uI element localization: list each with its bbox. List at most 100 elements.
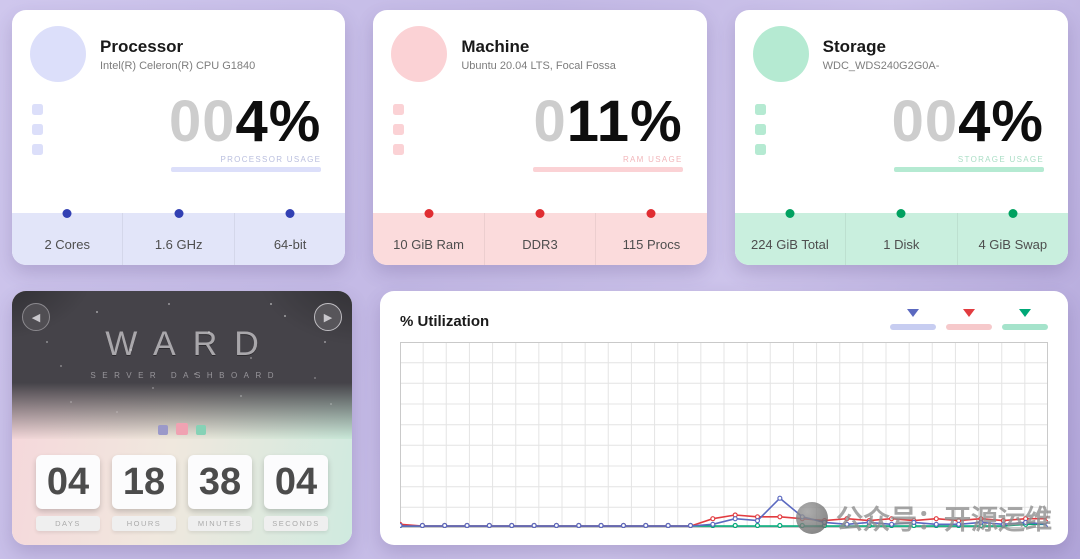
stat-dot <box>62 209 72 218</box>
usage-label: STORAGE USAGE <box>957 154 1044 164</box>
processor-card-header: Processor Intel(R) Celeron(R) CPU G1840 <box>12 10 345 86</box>
uptime-hours-label: HOURS <box>112 516 176 531</box>
footer-stat: DDR3 <box>483 209 595 265</box>
carousel-indicator[interactable] <box>196 425 206 435</box>
usage-percent: 004% <box>766 89 1044 154</box>
carousel-indicator[interactable] <box>158 425 168 435</box>
storage-usage: 004% STORAGE USAGE <box>766 88 1044 213</box>
legend-storage[interactable] <box>1002 307 1048 330</box>
banner-artwork: ◀ ▶ WARD SERVER DASHBOARD <box>12 291 352 439</box>
usage-label: RAM USAGE <box>622 154 683 164</box>
stat-label: 2 Cores <box>44 236 90 252</box>
decor-squares <box>754 104 766 213</box>
usage-leading-zeros: 0 <box>533 89 567 154</box>
usage-value: 4 <box>958 89 992 154</box>
ram-legend-bar <box>946 324 992 330</box>
stat-dot <box>896 209 906 218</box>
machine-icon <box>391 26 448 82</box>
utilization-card: % Utilization <box>380 291 1068 545</box>
carousel-next-button[interactable]: ▶ <box>314 303 342 331</box>
machine-usage: 011% RAM USAGE <box>404 88 683 213</box>
stat-cards-row: Processor Intel(R) Celeron(R) CPU G1840 … <box>12 10 1068 265</box>
uptime-days-label: DAYS <box>36 516 100 531</box>
right-arrow-icon: ▶ <box>323 311 333 324</box>
footer-stat: 2 Cores <box>12 209 122 265</box>
stat-label: 4 GiB Swap <box>978 236 1048 252</box>
stat-label: 64-bit <box>273 236 307 252</box>
card-subtitle: Ubuntu 20.04 LTS, Focal Fossa <box>461 59 616 72</box>
footer-stat: 64-bit <box>233 209 345 265</box>
carousel-indicator[interactable] <box>176 423 188 435</box>
machine-card-titles: Machine Ubuntu 20.04 LTS, Focal Fossa <box>461 37 616 72</box>
uptime-hours: 18 HOURS <box>112 455 176 531</box>
storage-triangle-icon <box>1019 309 1031 317</box>
legend-ram[interactable] <box>946 307 992 330</box>
uptime-counter: 04 DAYS 18 HOURS 38 MINUTES 04 SECONDS <box>12 439 352 545</box>
storage-legend-bar <box>1002 324 1048 330</box>
usage-percent: 004% <box>43 89 322 154</box>
footer-stat: 224 GiB Total <box>735 209 845 265</box>
usage-underline <box>894 166 1044 172</box>
stat-label: 10 GiB Ram <box>393 236 464 252</box>
machine-card: Machine Ubuntu 20.04 LTS, Focal Fossa 01… <box>373 10 707 265</box>
ward-logo-title: WARD <box>105 325 276 363</box>
processor-icon <box>30 26 86 82</box>
watermark: 公众号：开源运维 <box>796 498 1052 537</box>
footer-stat: 4 GiB Swap <box>956 209 1068 265</box>
machine-card-footer: 10 GiB Ram DDR3 115 Procs <box>373 209 707 265</box>
storage-card-footer: 224 GiB Total 1 Disk 4 GiB Swap <box>734 209 1068 265</box>
storage-card-titles: Storage WDC_WDS240G2G0A- <box>823 37 940 72</box>
legend-cpu[interactable] <box>890 307 936 330</box>
usage-value: 11 <box>566 89 631 154</box>
watermark-text: 公众号：开源运维 <box>836 505 1052 535</box>
usage-leading-zeros: 00 <box>891 89 959 154</box>
stat-dot <box>646 209 656 218</box>
footer-stat: 10 GiB Ram <box>373 209 483 265</box>
decor-squares <box>32 104 43 213</box>
ram-triangle-icon <box>963 309 975 317</box>
decor-squares <box>393 104 405 213</box>
storage-card-header: Storage WDC_WDS240G2G0A- <box>735 10 1068 86</box>
card-title: Machine <box>461 36 530 56</box>
usage-label: PROCESSOR USAGE <box>220 154 322 164</box>
card-title: Processor <box>100 36 184 56</box>
percent-sign: % <box>630 89 683 154</box>
storage-card-body: 004% STORAGE USAGE <box>735 86 1068 213</box>
stat-dot <box>1008 209 1018 218</box>
ward-logo-subtitle: SERVER DASHBOARD <box>90 371 281 380</box>
chart-title: % Utilization <box>400 313 490 330</box>
processor-card: Processor Intel(R) Celeron(R) CPU G1840 … <box>12 10 346 265</box>
chart-legend <box>890 307 1048 330</box>
processor-card-body: 004% PROCESSOR USAGE <box>12 86 345 213</box>
uptime-days-value: 04 <box>36 455 100 509</box>
carousel-prev-button[interactable]: ◀ <box>22 303 50 331</box>
processor-card-footer: 2 Cores 1.6 GHz 64-bit <box>12 209 346 265</box>
uptime-seconds-label: SECONDS <box>264 516 328 531</box>
stat-label: DDR3 <box>522 236 558 252</box>
uptime-minutes-label: MINUTES <box>188 516 252 531</box>
storage-icon <box>752 26 809 82</box>
uptime-hours-value: 18 <box>112 455 176 509</box>
watermark-logo-icon <box>796 501 828 534</box>
usage-leading-zeros: 00 <box>168 89 236 154</box>
usage-underline <box>532 166 683 172</box>
usage-value: 4 <box>235 89 269 154</box>
uptime-days: 04 DAYS <box>36 455 100 531</box>
percent-sign: % <box>991 89 1044 154</box>
stat-label: 224 GiB Total <box>750 236 829 252</box>
footer-stat: 1.6 GHz <box>122 209 233 265</box>
percent-sign: % <box>268 89 322 154</box>
card-subtitle: Intel(R) Celeron(R) CPU G1840 <box>100 59 256 72</box>
stat-label: 1.6 GHz <box>154 236 203 252</box>
stat-dot <box>785 209 795 218</box>
cpu-legend-bar <box>890 324 936 330</box>
uptime-seconds-value: 04 <box>264 455 328 509</box>
usage-percent: 011% <box>404 89 683 154</box>
stat-label: 1 Disk <box>883 236 920 252</box>
footer-stat: 115 Procs <box>595 209 706 265</box>
stat-dot <box>285 209 295 218</box>
machine-card-header: Machine Ubuntu 20.04 LTS, Focal Fossa <box>373 10 706 86</box>
footer-stat: 1 Disk <box>845 209 956 265</box>
uptime-minutes-value: 38 <box>188 455 252 509</box>
